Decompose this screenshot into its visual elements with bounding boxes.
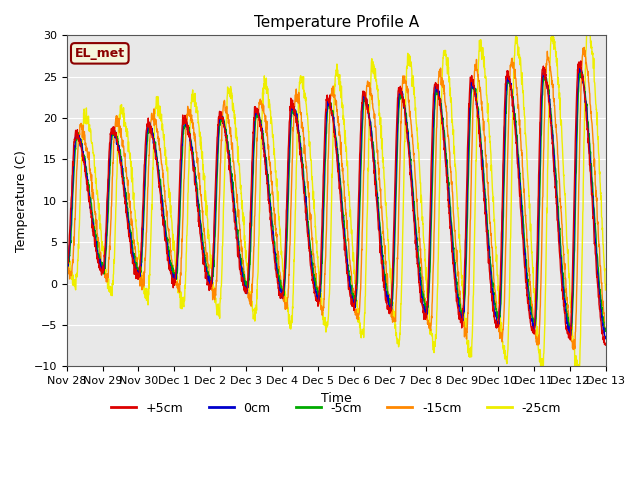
X-axis label: Time: Time — [321, 392, 351, 405]
Legend: +5cm, 0cm, -5cm, -15cm, -25cm: +5cm, 0cm, -5cm, -15cm, -25cm — [106, 396, 566, 420]
Y-axis label: Temperature (C): Temperature (C) — [15, 150, 28, 252]
Text: EL_met: EL_met — [75, 47, 125, 60]
Title: Temperature Profile A: Temperature Profile A — [253, 15, 419, 30]
